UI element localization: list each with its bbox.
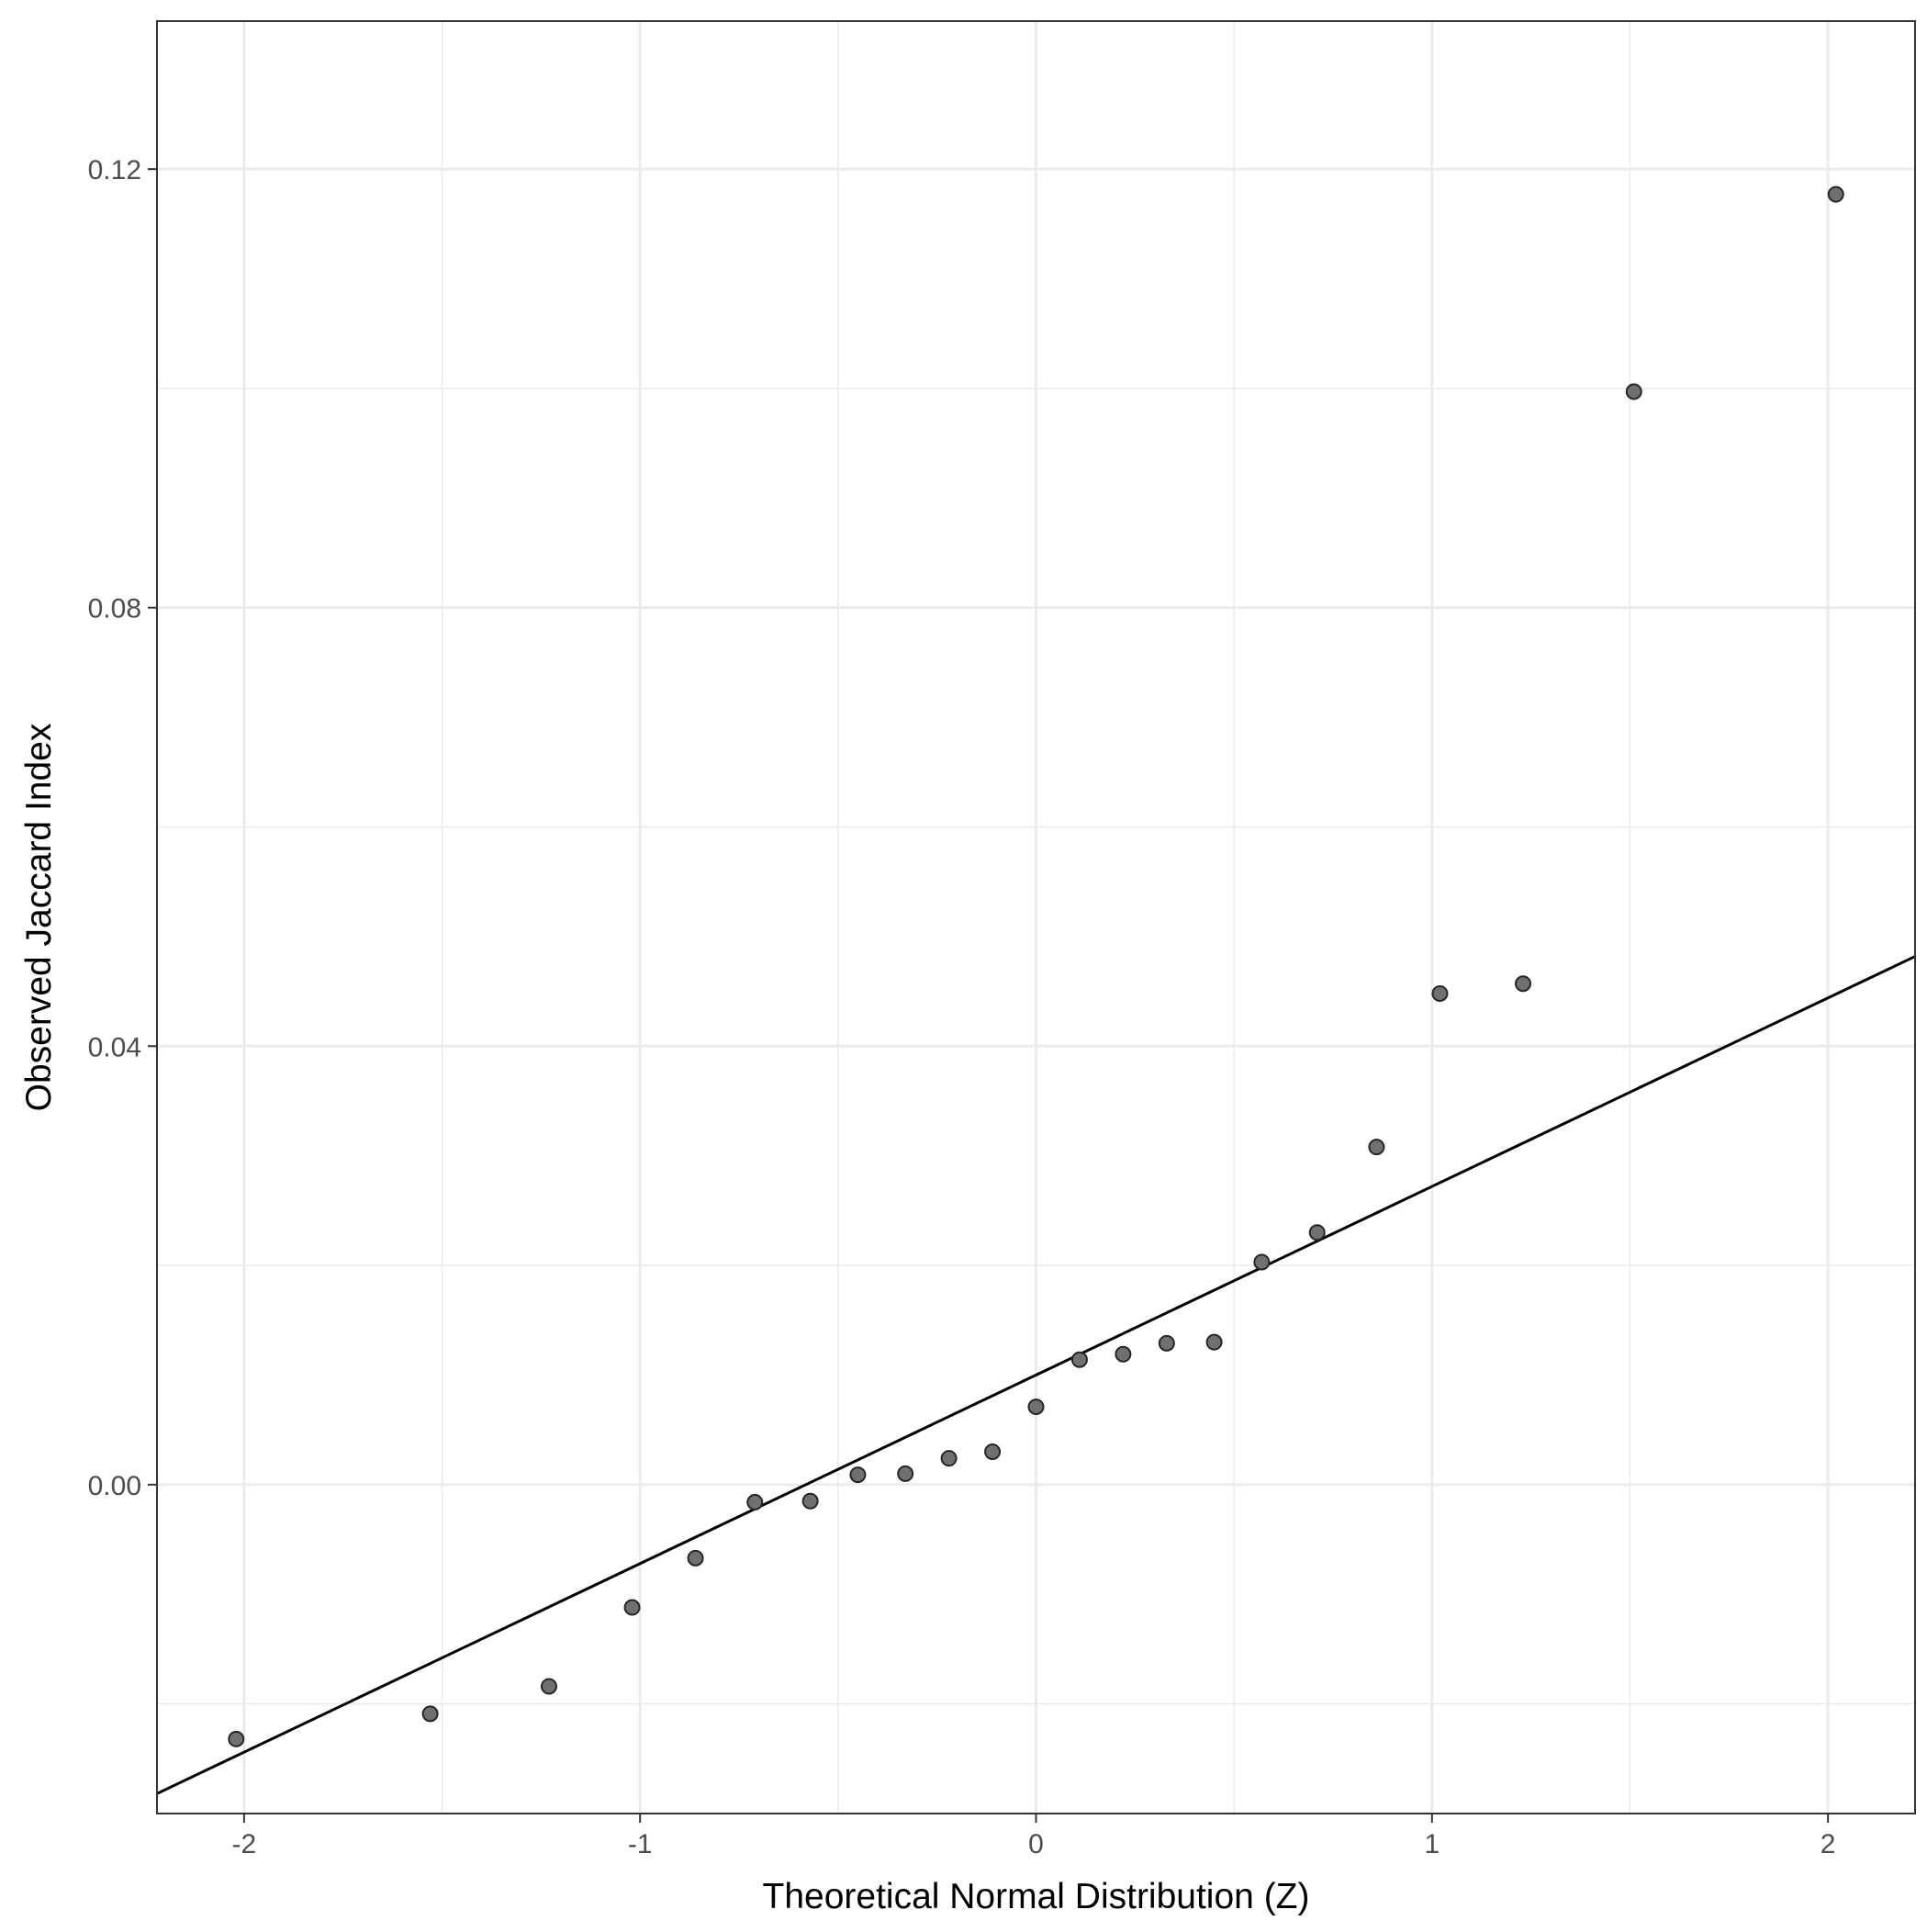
data-point [687,1549,704,1567]
data-point [1027,1398,1045,1416]
major-gridlines [157,21,1915,1814]
y-axis-title: Observed Jaccard Index [19,723,59,1111]
data-point [1115,1345,1132,1363]
y-tick-label: 0.12 [88,155,141,185]
points-layer [228,185,1844,1747]
data-point [1368,1139,1385,1156]
data-point [897,1465,914,1482]
y-tick-label: 0.08 [88,594,141,624]
data-point [940,1450,958,1467]
data-point [849,1466,867,1484]
reference-line [156,955,1916,1795]
x-tick-label: 1 [1424,1829,1440,1859]
data-point [1070,1351,1088,1368]
data-point [746,1493,764,1511]
data-point [984,1443,1002,1461]
y-tick-label: 0.00 [88,1471,141,1501]
x-axis-title: Theoretical Normal Distribution (Z) [763,1877,1310,1916]
data-point [421,1705,439,1723]
data-point [1827,185,1844,203]
data-point [623,1599,641,1616]
reference-line-layer [156,955,1916,1795]
x-tick-label: 2 [1821,1829,1836,1859]
x-axis: -2 -1 0 1 2 [232,1814,1836,1859]
data-point [1308,1224,1326,1241]
y-axis: 0.00 0.04 0.08 0.12 [88,155,157,1501]
data-point [1205,1333,1223,1351]
data-point [1431,984,1449,1002]
data-point [1253,1253,1271,1271]
x-tick-label: 0 [1028,1829,1044,1859]
data-point [1515,975,1532,993]
data-point [228,1730,245,1747]
y-tick-label: 0.04 [88,1032,141,1062]
data-point [540,1678,557,1695]
x-tick-label: -2 [232,1829,257,1859]
x-tick-label: -1 [628,1829,653,1859]
data-point [1158,1334,1175,1352]
data-point [1625,383,1642,400]
data-point [801,1492,819,1510]
